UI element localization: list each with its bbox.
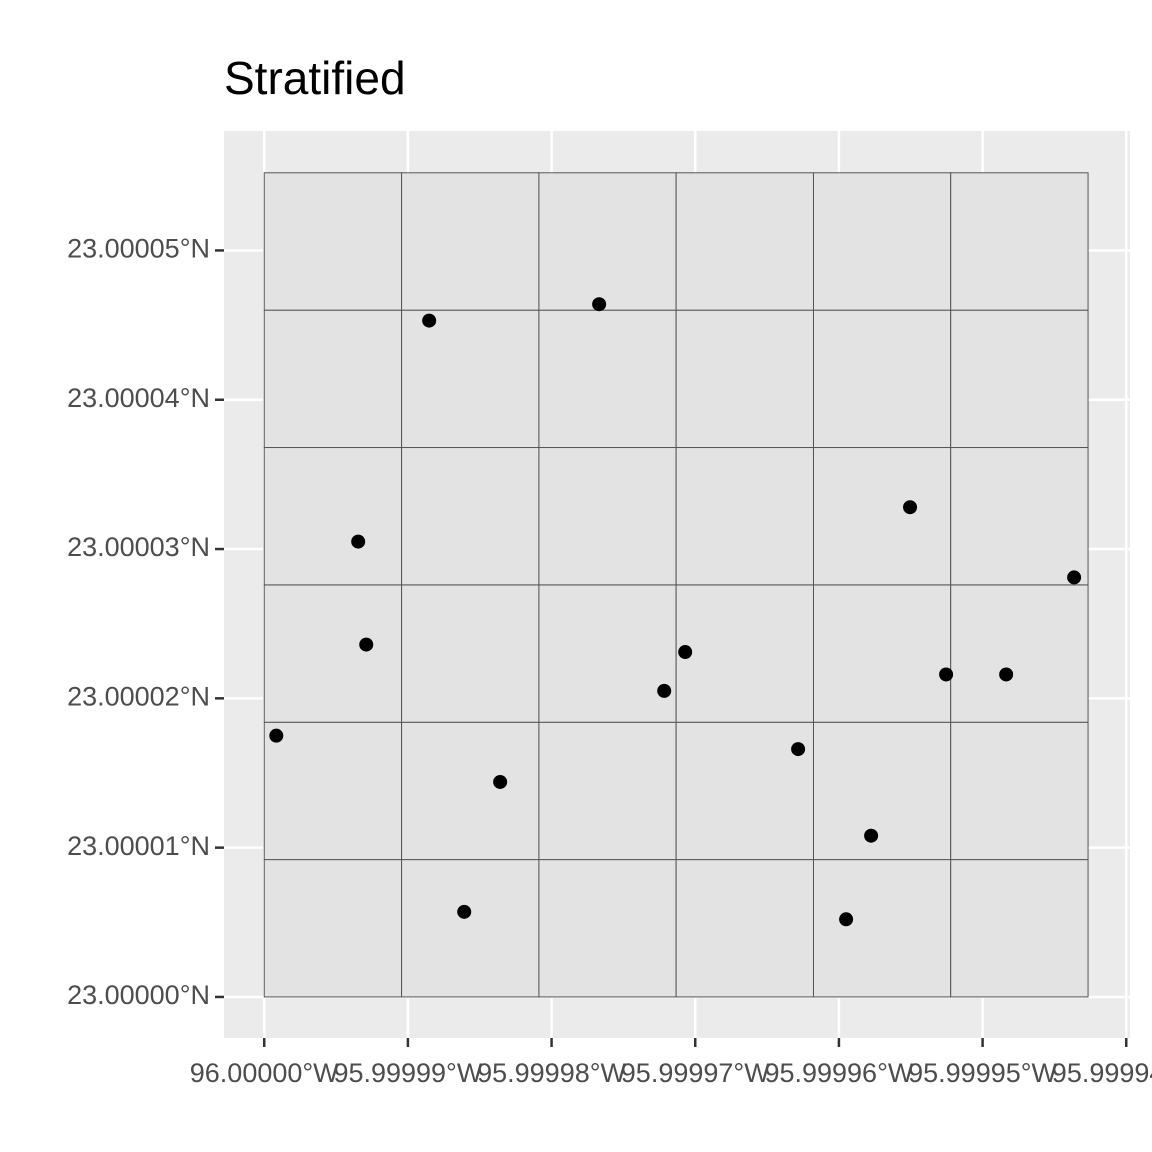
grid-cell: [812, 309, 952, 449]
grid-cell: [538, 859, 677, 998]
y-tick-label: 23.00000°N: [67, 980, 210, 1010]
grid-cell: [538, 447, 677, 586]
grid-cell: [538, 309, 677, 449]
grid-cell: [812, 447, 952, 586]
point: [999, 667, 1014, 682]
point: [657, 683, 672, 698]
point: [864, 828, 879, 843]
grid-cell: [401, 584, 540, 723]
x-tick-label: 95.99996°W: [764, 1058, 913, 1088]
grid-cell: [675, 172, 814, 311]
point: [351, 534, 366, 549]
grid-cell: [812, 584, 952, 723]
grid-cell: [538, 172, 677, 311]
grid-cell: [950, 309, 1089, 449]
x-tick-label: 95.99994°W: [1052, 1058, 1152, 1088]
grid-cell: [675, 447, 814, 586]
grid-cell: [263, 172, 403, 311]
grid-cell: [401, 309, 540, 449]
grid-cell: [812, 172, 952, 311]
grid-cell: [538, 584, 677, 723]
point: [493, 774, 508, 789]
point: [903, 500, 918, 515]
point: [422, 313, 437, 328]
point: [839, 912, 854, 927]
y-tick-label: 23.00002°N: [67, 681, 210, 711]
point: [791, 742, 806, 757]
grid-cell: [401, 859, 540, 998]
x-tick-label: 95.99999°W: [333, 1058, 482, 1088]
y-tick-label: 23.00005°N: [67, 234, 210, 264]
point: [678, 645, 693, 660]
x-tick-label: 95.99995°W: [908, 1058, 1057, 1088]
grid-cell: [812, 721, 952, 861]
y-tick-label: 23.00004°N: [67, 383, 210, 413]
grid-cell: [950, 721, 1089, 861]
point: [457, 904, 472, 919]
point: [939, 667, 954, 682]
grid-cell: [401, 721, 540, 861]
grid-cell: [263, 447, 403, 586]
grid-cell: [401, 172, 540, 311]
grid-cell: [263, 584, 403, 723]
grid-cell: [950, 584, 1089, 723]
grid-cell: [401, 447, 540, 586]
grid-cell: [263, 859, 403, 998]
grid-cell: [675, 859, 814, 998]
x-tick-label: 96.00000°W: [190, 1058, 339, 1088]
y-tick-label: 23.00001°N: [67, 831, 210, 861]
x-tick-label: 95.99997°W: [621, 1058, 770, 1088]
grid-cell: [675, 309, 814, 449]
grid-cell: [950, 859, 1089, 998]
grid-cell: [263, 721, 403, 861]
grid-cell: [263, 309, 403, 449]
y-tick-label: 23.00003°N: [67, 532, 210, 562]
grid-cell: [950, 172, 1089, 311]
grid-cell: [950, 447, 1089, 586]
grid-cell: [812, 859, 952, 998]
point: [592, 297, 607, 312]
grid-cell: [675, 584, 814, 723]
grid-cell: [538, 721, 677, 861]
point: [1067, 570, 1082, 585]
x-tick-label: 95.99998°W: [477, 1058, 626, 1088]
point: [269, 728, 284, 743]
grid-cell: [675, 721, 814, 861]
point: [359, 637, 374, 652]
chart-title: Stratified: [224, 52, 406, 104]
